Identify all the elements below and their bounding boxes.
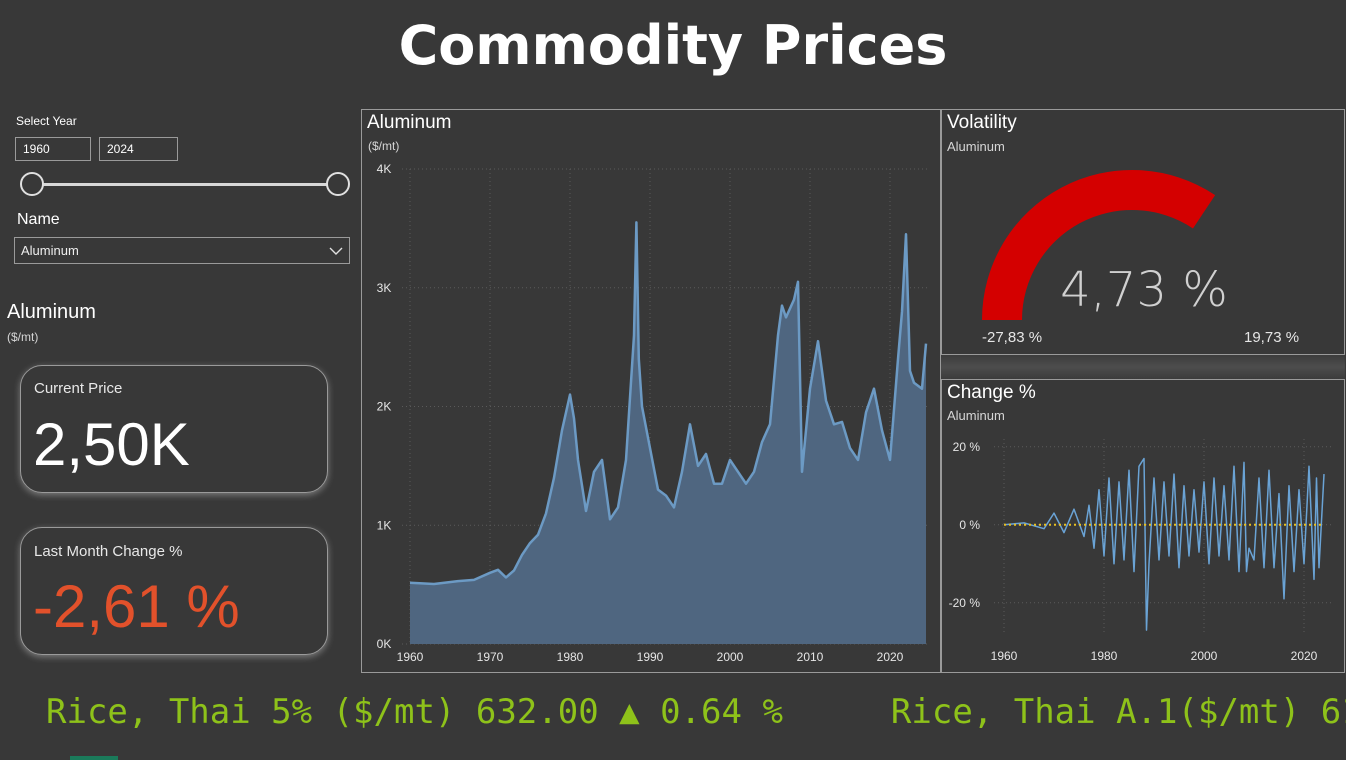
x-tick-label: 2020: [877, 650, 904, 664]
ticker-item: Rice, Thai 5% ($/mt) 632.00 ▲ 0.64 %: [46, 692, 783, 732]
volatility-panel: Volatility Aluminum 4,73 % -27,83 % 19,7…: [941, 109, 1345, 355]
name-dropdown[interactable]: Aluminum: [14, 237, 350, 264]
x-tick-label: 1980: [1091, 649, 1118, 663]
year-end-input[interactable]: 2024: [99, 137, 178, 161]
x-tick-label: 1960: [397, 650, 424, 664]
x-tick-label: 2000: [1191, 649, 1218, 663]
y-tick-label: 0K: [377, 637, 392, 651]
kpi-unit: ($/mt): [7, 330, 39, 344]
y-tick-label: 3K: [377, 281, 392, 295]
x-tick-label: 1960: [991, 649, 1018, 663]
main-chart-subtitle: ($/mt): [368, 139, 400, 153]
y-tick-label: 2K: [377, 400, 392, 414]
change-percent-chart[interactable]: 20 % 0 % -20 % 1960 1980 2000 2020: [942, 380, 1344, 672]
volatility-min-label: -27,83 %: [982, 329, 1043, 346]
panel-separator: [941, 355, 1345, 379]
current-price-card: Current Price 2,50K: [20, 365, 328, 493]
select-year-label: Select Year: [16, 114, 77, 128]
aluminum-area-chart[interactable]: 0K 1K 2K 3K 4K 1960 1970 1980 1990 2000 2010 2020: [362, 110, 940, 672]
change-chart-title: Change %: [947, 382, 1036, 403]
dashboard-title: Commodity Prices: [398, 14, 948, 77]
page-tab-indicator[interactable]: [70, 756, 118, 760]
change-chart-subtitle: Aluminum: [947, 408, 1005, 423]
y-tick-label: 0 %: [959, 518, 980, 532]
year-slider-track[interactable]: [32, 183, 338, 186]
x-tick-label: 2000: [717, 650, 744, 664]
current-price-label: Current Price: [34, 380, 123, 397]
volatility-value: 4,73 %: [1060, 262, 1228, 318]
year-start-input[interactable]: 1960: [15, 137, 91, 161]
x-tick-label: 1980: [557, 650, 584, 664]
x-tick-label: 2020: [1291, 649, 1318, 663]
volatility-subtitle: Aluminum: [947, 139, 1005, 154]
main-chart-title: Aluminum: [367, 112, 452, 133]
name-dropdown-value: Aluminum: [21, 243, 79, 258]
year-slider-end-handle[interactable]: [326, 172, 350, 196]
year-slider-start-handle[interactable]: [20, 172, 44, 196]
change-percent-panel: Change % Aluminum 20 % 0 % -20 % 1960 1980 20…: [941, 379, 1345, 673]
change-percent-line: [1003, 457, 1325, 631]
volatility-gauge: [982, 170, 1216, 320]
x-tick-label: 1990: [637, 650, 664, 664]
current-price-value: 2,50K: [33, 411, 190, 478]
y-tick-label: 1K: [377, 518, 392, 532]
last-month-change-value: -2,61 %: [33, 573, 240, 640]
y-tick-label: 20 %: [953, 440, 981, 454]
x-tick-label: 2010: [797, 650, 824, 664]
last-month-change-label: Last Month Change %: [34, 543, 183, 560]
main-price-chart-panel: Aluminum ($/mt) 0K 1K 2K 3K 4K 1960 1970 1980 19…: [361, 109, 941, 673]
name-label: Name: [17, 211, 60, 228]
volatility-max-label: 19,73 %: [1244, 329, 1300, 346]
x-tick-label: 1970: [477, 650, 504, 664]
aluminum-price-line: [409, 221, 928, 586]
gauge-fill-arc: [982, 170, 1216, 320]
y-tick-label: -20 %: [949, 596, 981, 610]
chevron-down-icon: [329, 247, 343, 255]
volatility-title: Volatility: [947, 112, 1017, 133]
price-ticker: Rice, Thai 5% ($/mt) 632.00 ▲ 0.64 % Rice…: [46, 692, 1346, 732]
y-tick-label: 4K: [377, 162, 392, 176]
ticker-item: Rice, Thai A.1($/mt) 612.50 ▲ 0.41 %: [890, 692, 1346, 732]
aluminum-price-area: [410, 222, 926, 644]
kpi-commodity-title: Aluminum: [7, 301, 96, 323]
last-month-change-card: Last Month Change % -2,61 %: [20, 527, 328, 655]
